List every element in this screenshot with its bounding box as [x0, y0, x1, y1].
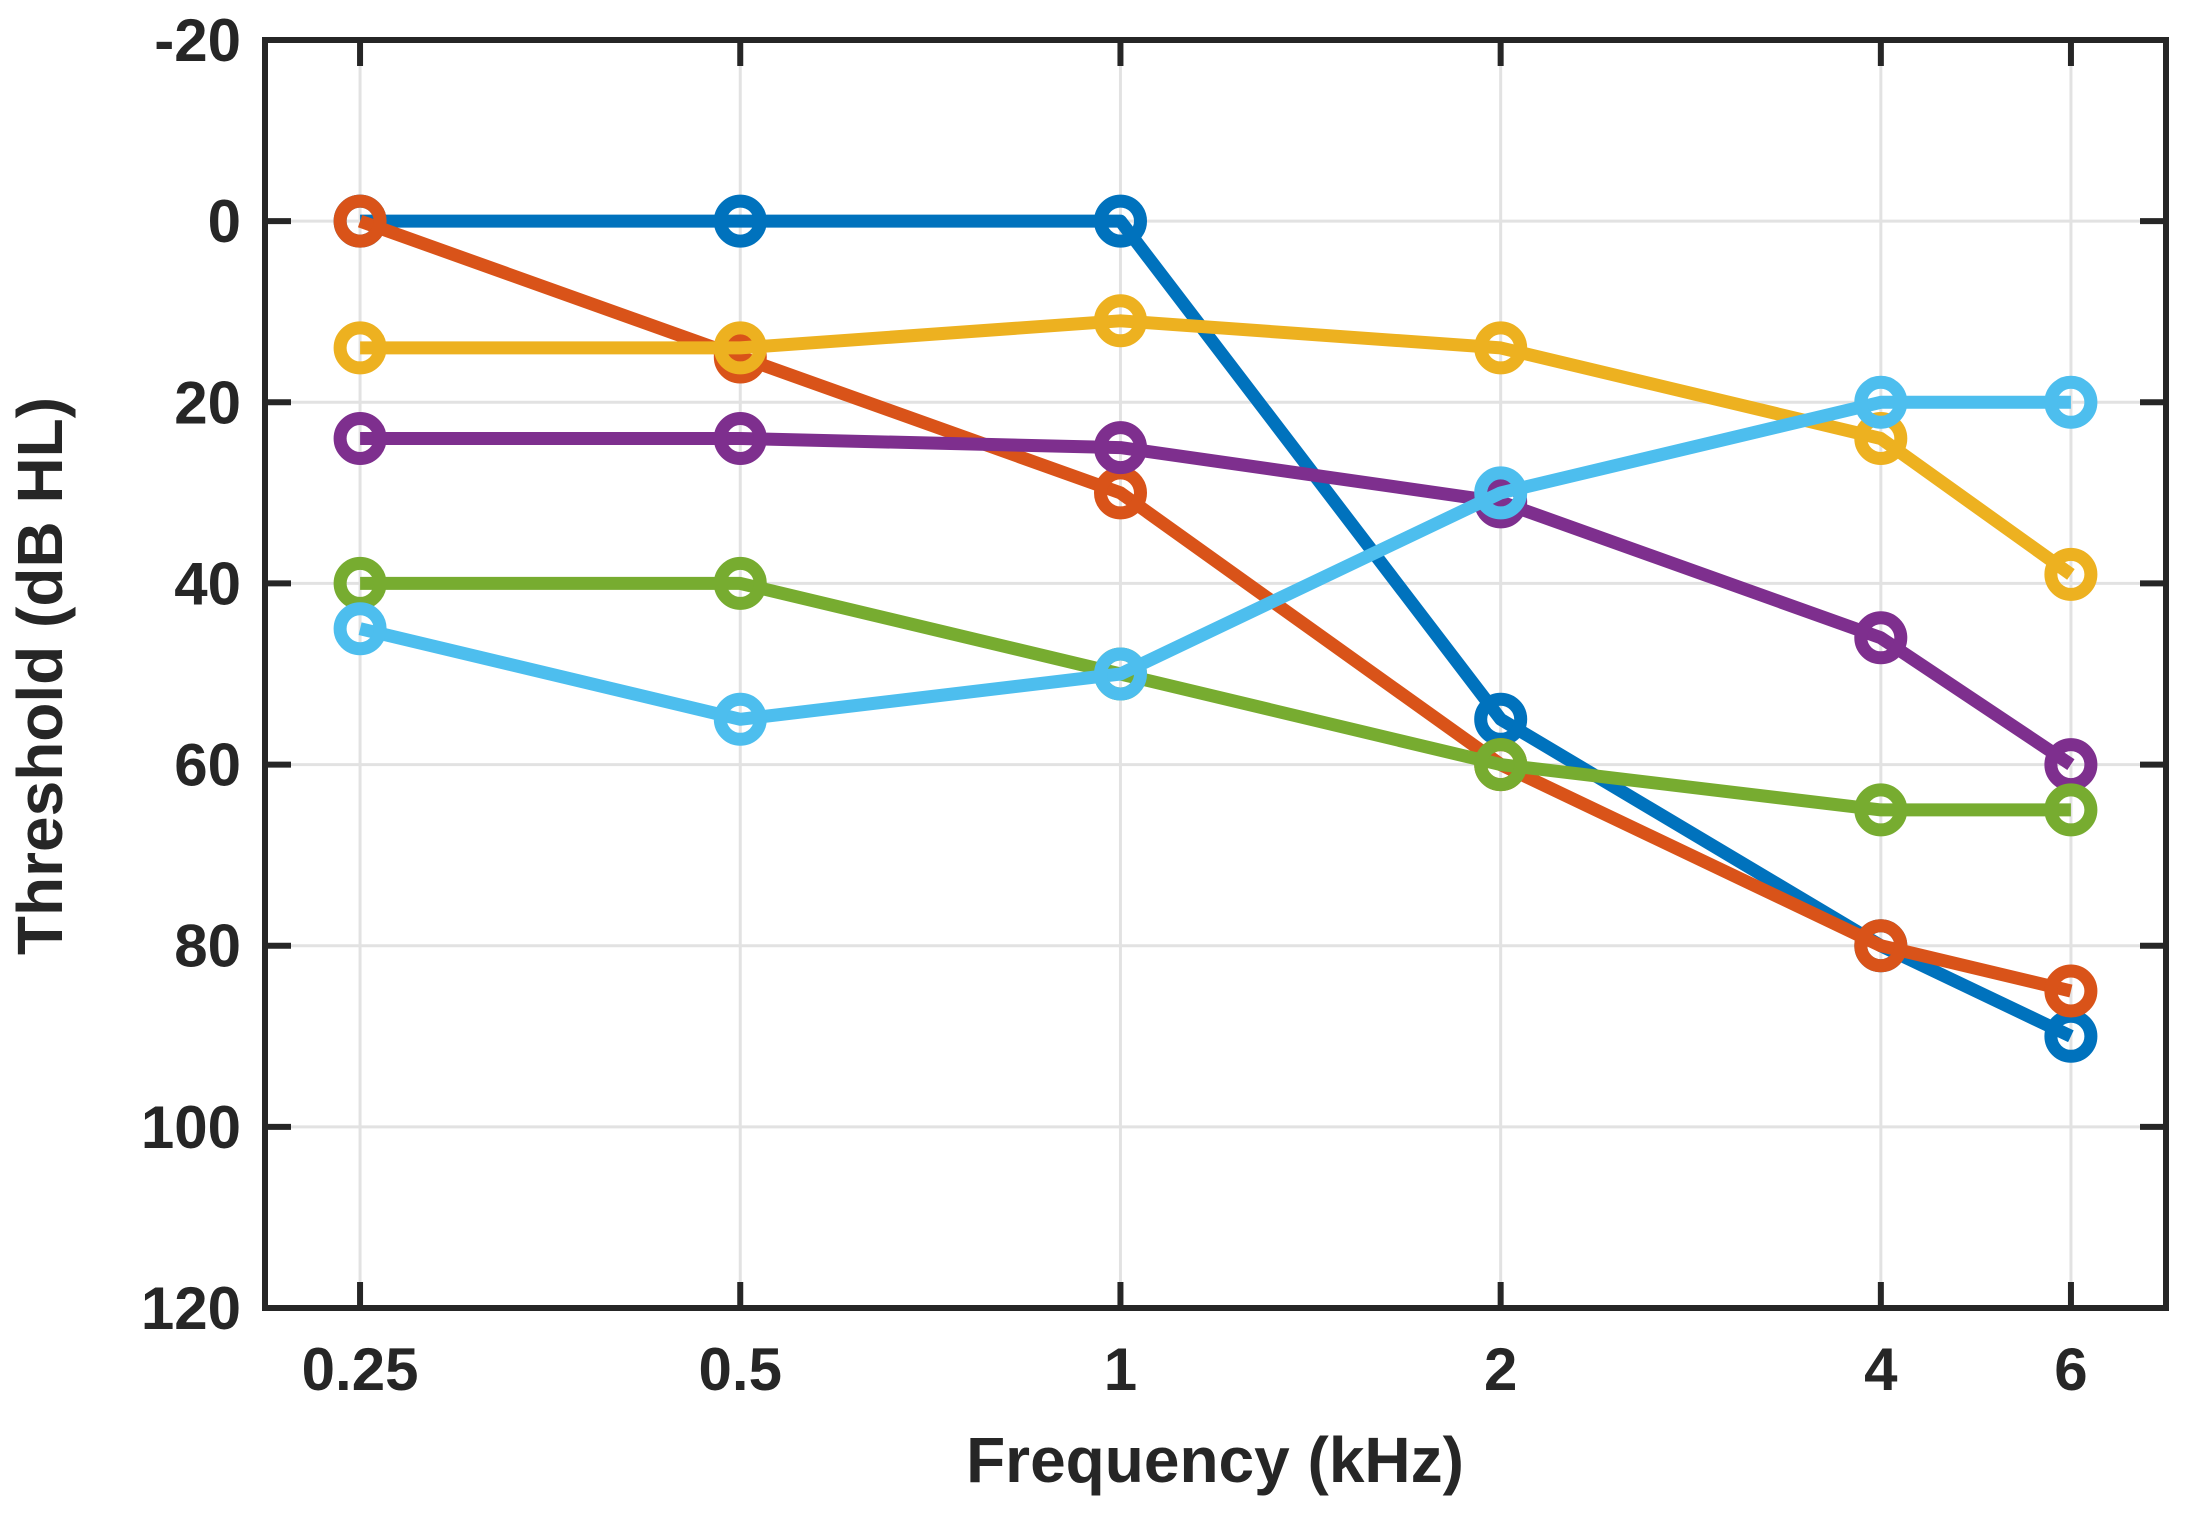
- tick-label-layer: -20 0 20 40 60 80 100 120 0.25 0.5 1 2 4 6: [141, 7, 2088, 1403]
- series-5-green-marker: [1474, 738, 1528, 792]
- series-4-purple-marker: [1094, 421, 1147, 475]
- series-2-orange-marker: [2044, 964, 2098, 1018]
- y-tick-label: 120: [141, 1275, 241, 1342]
- series-6-cyan-marker: [713, 692, 767, 746]
- axes-layer: [262, 37, 2169, 1311]
- y-tick-label: 60: [174, 732, 241, 799]
- y-axis-label: Threshold (dB HL): [4, 397, 76, 955]
- x-axis-label: Frequency (kHz): [966, 1424, 1464, 1496]
- series-6-cyan-marker: [1854, 375, 1908, 429]
- series-3-yellow-line: [360, 314, 2075, 580]
- series-2-orange-marker: [333, 194, 387, 248]
- x-tick-label: 0.25: [302, 1336, 419, 1403]
- y-tick-label: 20: [174, 369, 241, 436]
- x-tick-label: 2: [1484, 1336, 1517, 1403]
- x-tick-label: 1: [1104, 1336, 1137, 1403]
- x-tick-label: 6: [2054, 1336, 2087, 1403]
- y-tick-label: 40: [174, 550, 241, 617]
- series-1-blue-marker: [1094, 194, 1147, 248]
- series-4-purple-line: [360, 432, 2075, 771]
- series-5-green-line: [360, 576, 2071, 817]
- series-6-cyan-marker: [333, 602, 387, 656]
- x-tick-label: 0.5: [699, 1336, 782, 1403]
- series-5-green-marker: [713, 556, 767, 610]
- series-2-orange-line: [357, 214, 2073, 998]
- series-4-purple-marker: [1854, 611, 1908, 665]
- series-6-cyan-line: [358, 395, 2071, 726]
- y-tick-label: -20: [154, 7, 241, 74]
- series-6-cyan-marker: [1094, 647, 1147, 701]
- series-6-cyan-marker: [2044, 375, 2098, 429]
- series-6-cyan-marker: [1474, 466, 1528, 520]
- axis-box: [262, 37, 2169, 1311]
- series-3-yellow-marker: [713, 321, 767, 375]
- series-4-purple-marker: [333, 412, 387, 465]
- series-2-orange-marker: [1854, 919, 1908, 973]
- series-layer: [333, 194, 2098, 1063]
- series-5-green-marker: [1854, 783, 1908, 837]
- series-4-purple-marker: [713, 412, 767, 465]
- series-5-green-marker: [2044, 783, 2098, 837]
- series-3-yellow-marker: [2044, 547, 2098, 601]
- y-tick-label: 100: [141, 1094, 241, 1161]
- y-tick-label: 80: [174, 913, 241, 980]
- y-tick-label: 0: [208, 188, 241, 255]
- grid-layer: [265, 38, 2166, 1310]
- series-1-blue-marker: [713, 194, 767, 248]
- series-3-yellow-marker: [1474, 321, 1528, 375]
- series-3-yellow-marker: [333, 321, 387, 375]
- x-tick-label: 4: [1864, 1336, 1898, 1403]
- series-3-yellow-marker: [1094, 294, 1147, 348]
